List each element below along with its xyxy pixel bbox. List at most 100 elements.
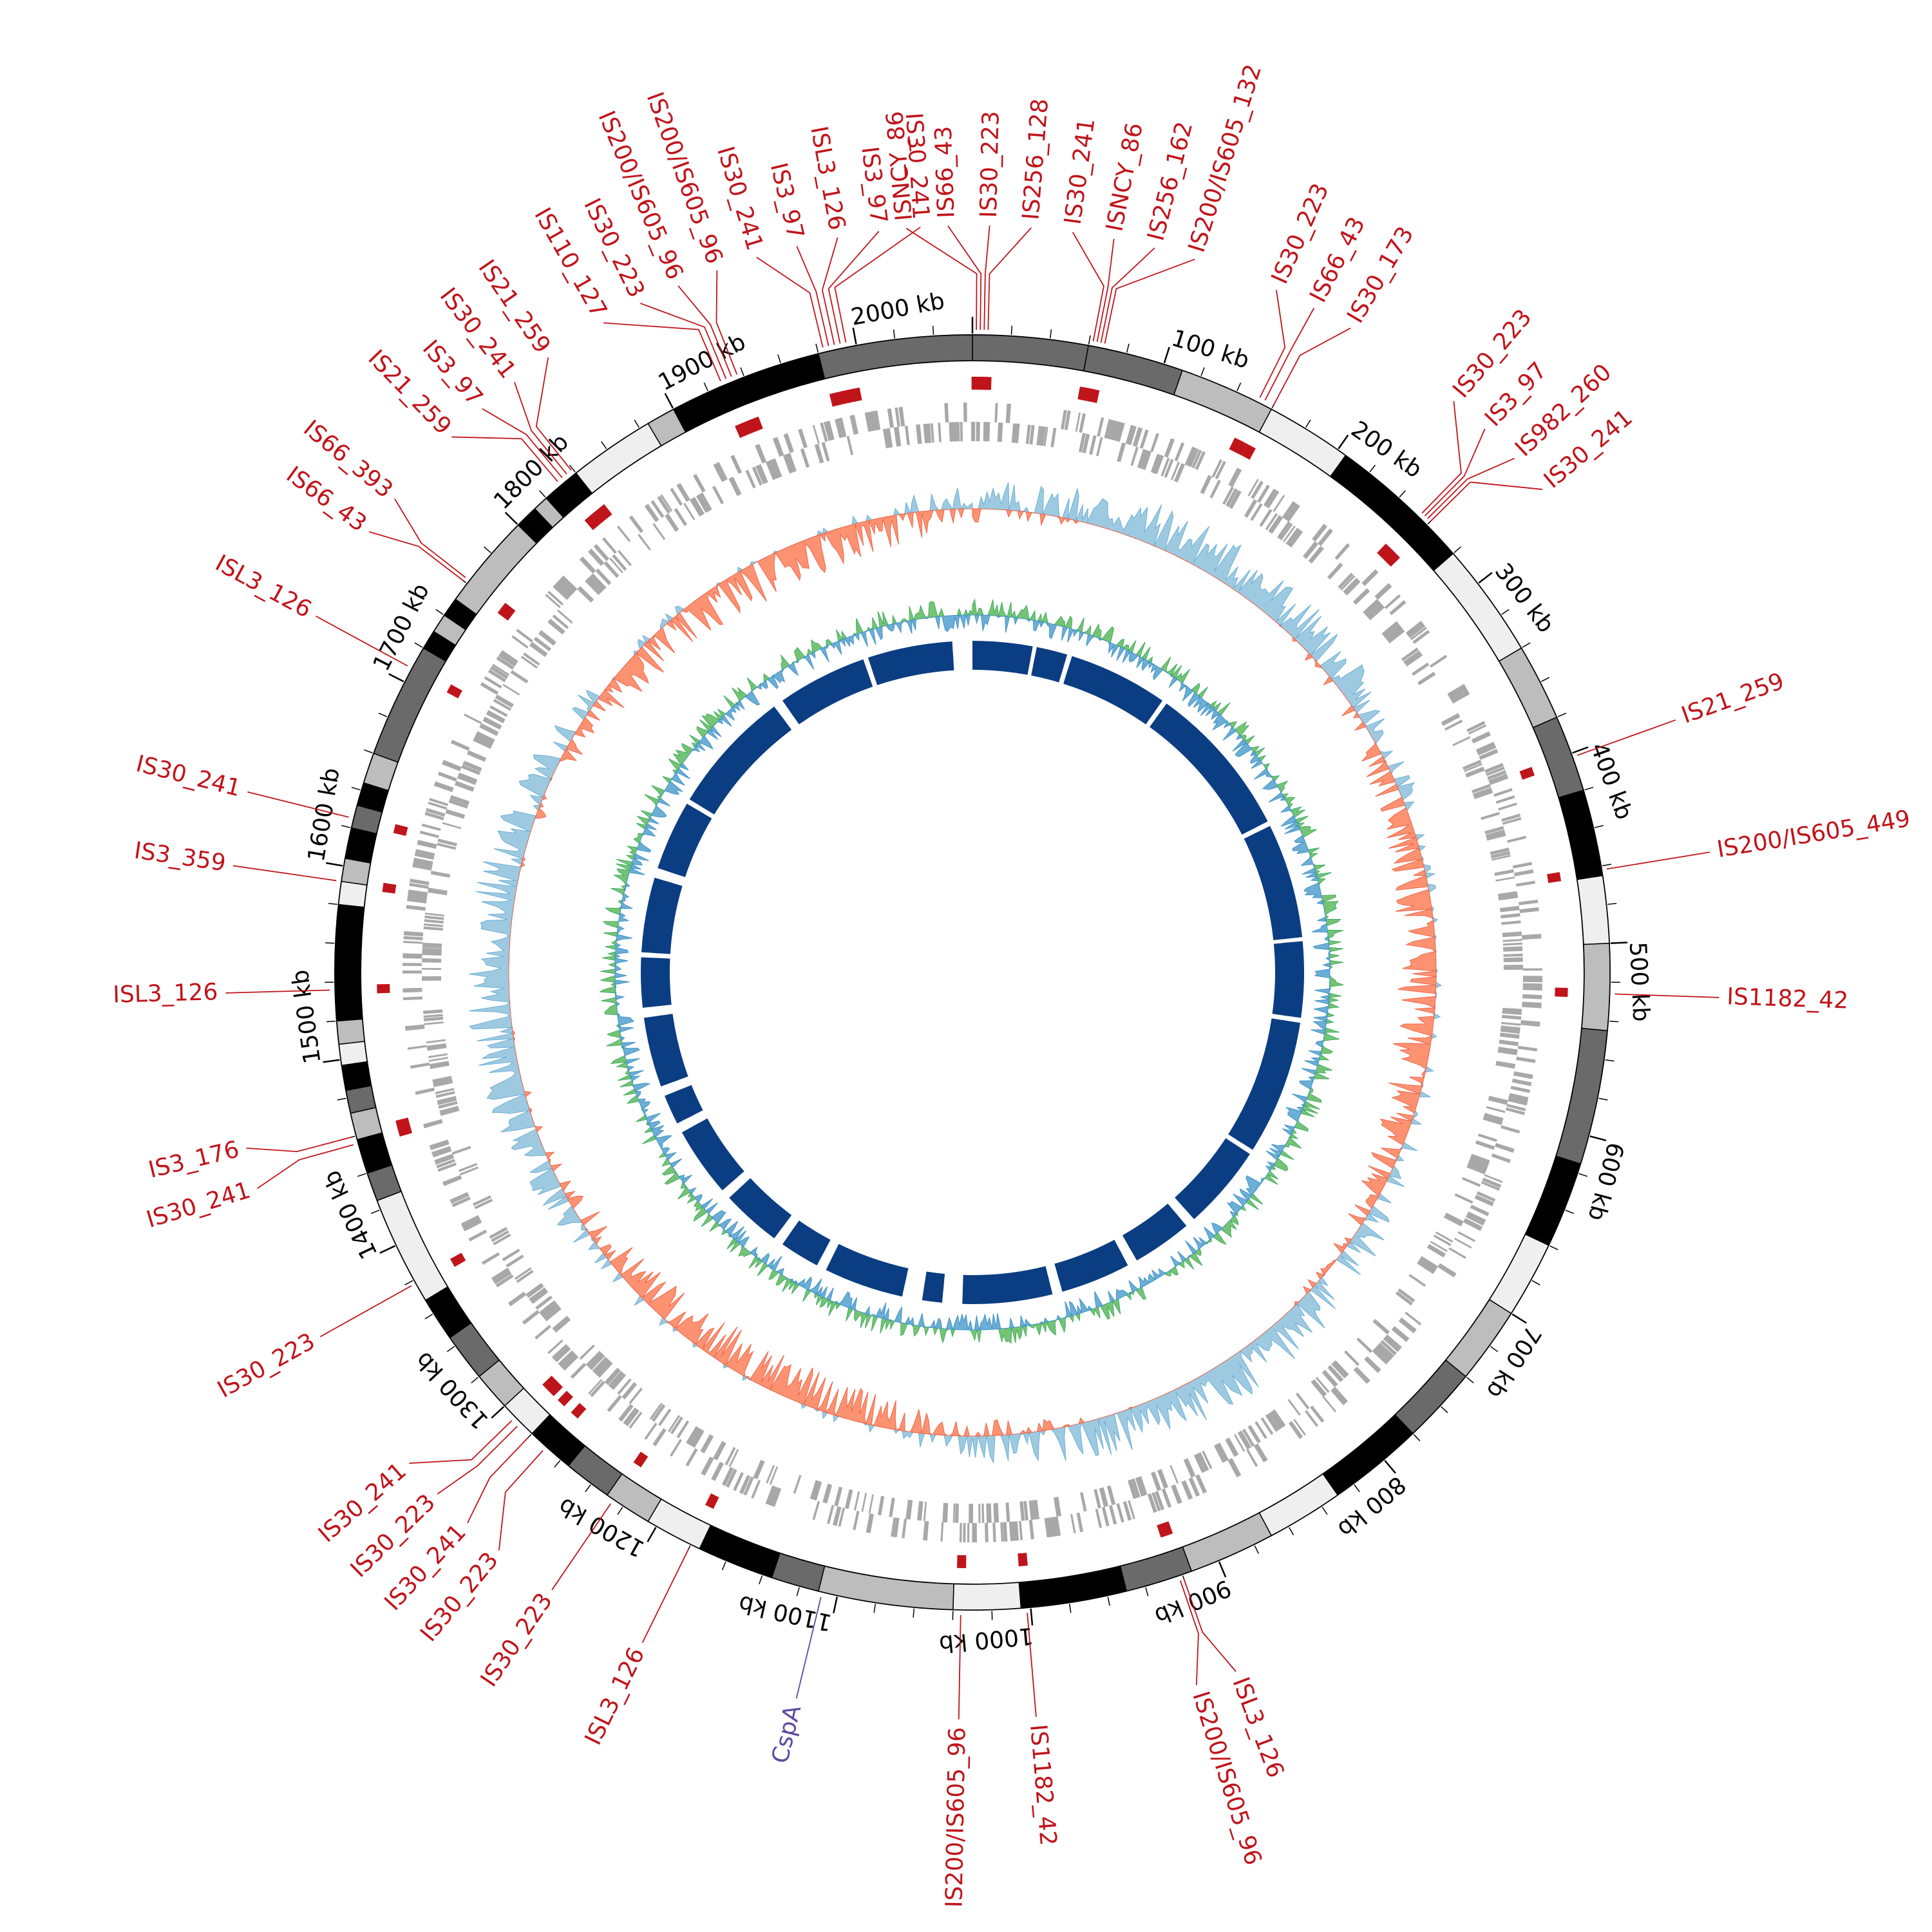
cds-block — [1395, 1291, 1413, 1306]
cds-block — [1461, 1177, 1481, 1187]
cds-block — [1479, 748, 1499, 761]
is-leader-line — [834, 227, 921, 343]
cds-block — [462, 761, 482, 772]
cds-block — [608, 1370, 624, 1388]
cds-block — [437, 842, 457, 850]
is-leader-line — [1615, 993, 1719, 998]
minor-tick — [435, 609, 444, 615]
cds-block — [782, 454, 793, 474]
cds-block — [1476, 1191, 1496, 1202]
cds-block — [652, 1428, 667, 1446]
cds-block — [551, 1343, 569, 1360]
inner-ring-segment — [1228, 1018, 1301, 1150]
cds-block — [700, 1434, 714, 1454]
cds-block — [498, 652, 517, 667]
cds-block — [1522, 976, 1542, 981]
minor-tick — [363, 749, 373, 753]
cds-block — [983, 422, 988, 442]
cds-block — [431, 1146, 452, 1158]
cds-block — [611, 1372, 627, 1390]
cds-block — [1129, 426, 1137, 446]
cds-block — [1116, 1503, 1124, 1523]
is-element-label: IS1182_42 — [1025, 1723, 1061, 1847]
cds-block — [812, 424, 820, 444]
cds-block — [713, 462, 726, 482]
cds-block — [1171, 1484, 1182, 1504]
cds-block — [952, 1503, 956, 1523]
kb-tick-label: 100 kb — [1168, 325, 1252, 374]
cds-block — [956, 422, 960, 442]
cds-block — [1080, 1492, 1087, 1512]
cds-block — [1215, 460, 1226, 480]
cds-block — [1361, 569, 1379, 586]
cds-block — [1481, 811, 1501, 820]
chromosome-band — [1182, 1512, 1273, 1572]
cds-block — [1195, 1474, 1208, 1494]
cds-block — [495, 694, 514, 708]
cds-block — [1517, 1045, 1538, 1052]
cds-block — [650, 500, 665, 518]
cds-block — [1464, 763, 1482, 772]
cds-block — [644, 1423, 658, 1440]
chromosome-band — [1558, 790, 1604, 880]
gc-skew-positive — [598, 598, 1344, 1344]
cds-block — [1501, 920, 1521, 925]
cds-block — [545, 594, 561, 609]
cds-block — [820, 422, 828, 442]
cds-block — [472, 1195, 491, 1206]
cds-block — [1475, 1140, 1495, 1150]
cds-block — [1510, 1086, 1531, 1094]
inner-ring-segment — [972, 641, 1033, 675]
cds-block — [1495, 876, 1515, 882]
chromosome-band — [771, 1552, 826, 1592]
cds-block — [1150, 453, 1161, 473]
chromosome-band — [1258, 408, 1347, 477]
cds-block — [1255, 1421, 1267, 1439]
cds-block — [981, 1503, 985, 1523]
cds-block — [772, 437, 784, 457]
inner-ring-segment — [689, 706, 792, 815]
cds-block — [688, 1427, 701, 1446]
cds-block — [1269, 1411, 1283, 1430]
cds-block — [823, 421, 833, 441]
cds-block — [1471, 731, 1491, 744]
cds-block — [651, 1404, 666, 1422]
cds-block — [1321, 1370, 1338, 1387]
cds-block — [488, 669, 507, 683]
minor-tick — [740, 367, 744, 376]
cds-block — [1380, 1340, 1397, 1356]
cds-block — [1099, 1487, 1109, 1508]
cds-block — [442, 1175, 462, 1186]
cds-block — [433, 781, 454, 792]
cds-block — [1000, 1522, 1004, 1542]
is-leader-line — [641, 1548, 689, 1643]
cds-block — [733, 1472, 744, 1492]
cds-block — [1054, 1516, 1061, 1537]
inner-ring-segment — [922, 1271, 945, 1303]
cds-block — [1405, 653, 1423, 667]
cds-block — [1082, 433, 1090, 453]
cds-block — [1498, 802, 1517, 811]
is-element-label: IS30_223 — [213, 1328, 319, 1403]
cds-block — [482, 716, 502, 730]
cds-block — [834, 1486, 843, 1507]
cds-block — [1411, 662, 1430, 676]
cds-block — [849, 415, 858, 435]
cds-block — [844, 1489, 853, 1510]
is-leader-line — [514, 382, 567, 475]
cds-block — [811, 1481, 822, 1501]
cds-block — [1247, 1425, 1261, 1444]
minor-tick — [893, 329, 896, 339]
cds-block — [408, 889, 428, 896]
cds-block — [1398, 1317, 1417, 1334]
cds-block — [439, 1106, 459, 1113]
chromosome-band — [972, 334, 1090, 372]
cds-block — [1474, 1195, 1494, 1207]
major-tick — [504, 511, 518, 525]
cds-block — [1095, 1508, 1103, 1528]
cds-block — [529, 1287, 546, 1302]
cds-block — [1170, 1465, 1179, 1484]
cds-block — [402, 953, 422, 959]
cds-block — [445, 809, 466, 819]
cds-block — [493, 1269, 512, 1285]
